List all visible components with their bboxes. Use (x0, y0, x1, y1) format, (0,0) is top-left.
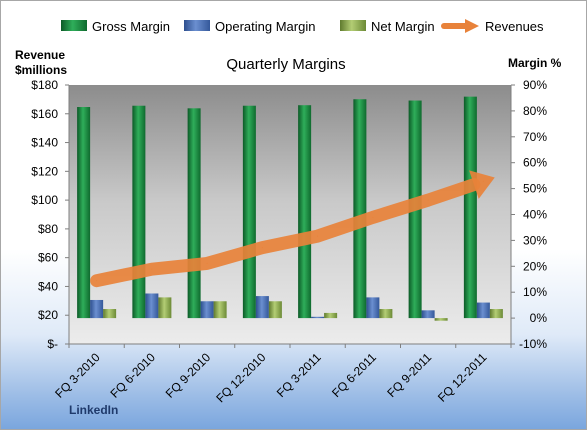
right-tick-label: 10% (523, 285, 547, 299)
revenues-point (96, 280, 98, 282)
revenues-point (206, 262, 208, 264)
bar-operating-margin (366, 297, 380, 319)
legend-swatch-net-margin (340, 20, 366, 31)
bar-gross-margin (77, 107, 91, 319)
bar-operating-margin (200, 301, 214, 319)
legend-item-net-margin: Net Margin (340, 19, 435, 34)
left-tick-label: $120 (31, 164, 58, 178)
revenues-point (151, 268, 153, 270)
left-axis-title-line2: $millions (15, 63, 67, 77)
right-tick-label: 70% (523, 130, 547, 144)
left-tick-label: $- (47, 337, 58, 351)
left-tick-label: $40 (38, 279, 58, 293)
revenues-point (427, 199, 429, 201)
bar-operating-margin (476, 302, 490, 319)
bar-net-margin (158, 297, 172, 319)
right-tick-label: 90% (523, 78, 547, 92)
x-category-label: FQ 6-2010 (108, 350, 159, 401)
x-category-label: FQ 3-2010 (52, 350, 103, 401)
left-tick-label: $20 (38, 308, 58, 322)
legend-item-revenues: Revenues (441, 19, 544, 34)
bar-net-margin (324, 312, 338, 319)
bar-net-margin (103, 309, 117, 319)
right-axis-title: Margin % (508, 56, 562, 70)
right-tick-label: 50% (523, 182, 547, 196)
revenues-point (261, 247, 263, 249)
x-category-label: FQ 12-2010 (213, 350, 268, 405)
legend-swatch-gross-margin (61, 20, 87, 31)
bar-net-margin (489, 309, 503, 319)
bar-gross-margin (298, 105, 312, 319)
x-category-label: FQ 9-2010 (163, 350, 214, 401)
bar-operating-margin (421, 310, 435, 319)
x-category-label: FQ 12-2011 (435, 350, 490, 405)
bar-operating-margin (255, 296, 269, 319)
bar-gross-margin (242, 105, 256, 319)
right-tick-label: 60% (523, 156, 547, 170)
bar-gross-margin (353, 99, 367, 319)
bar-gross-margin (132, 105, 146, 319)
left-tick-label: $160 (31, 107, 58, 121)
left-tick-label: $140 (31, 136, 58, 150)
revenues-line-layer (90, 170, 495, 288)
legend-label-gross-margin: Gross Margin (92, 19, 170, 34)
legend-label-revenues: Revenues (485, 19, 544, 34)
legend-item-operating-margin: Operating Margin (184, 19, 315, 34)
bar-net-margin (213, 301, 227, 319)
left-tick-label: $100 (31, 193, 58, 207)
bar-gross-margin (463, 96, 477, 319)
legend: Gross Margin Operating Margin Net Margin… (61, 19, 544, 34)
legend-label-operating-margin: Operating Margin (215, 19, 315, 34)
revenues-point (317, 235, 319, 237)
right-tick-label: 80% (523, 104, 547, 118)
watermark-brand: LinkedIn (69, 403, 118, 417)
bar-net-margin (434, 318, 448, 321)
x-category-label: FQ 6-2011 (329, 350, 379, 400)
left-tick-label: $80 (38, 222, 58, 236)
bar-operating-margin (90, 299, 104, 319)
right-tick-label: 0% (530, 311, 548, 325)
bar-net-margin (268, 301, 282, 319)
legend-label-net-margin: Net Margin (371, 19, 435, 34)
x-category-label: FQ 3-2011 (274, 350, 324, 400)
legend-swatch-operating-margin (184, 20, 210, 31)
revenues-point (372, 216, 374, 218)
right-tick-label: 20% (523, 259, 547, 273)
right-tick-label: 30% (523, 233, 547, 247)
bar-gross-margin (187, 108, 201, 319)
chart-title: Quarterly Margins (226, 56, 345, 73)
bar-operating-margin (145, 293, 159, 319)
revenues-point (482, 180, 484, 182)
legend-item-gross-margin: Gross Margin (61, 19, 170, 34)
bar-net-margin (379, 309, 393, 319)
right-tick-label: 40% (523, 208, 547, 222)
bar-operating-margin (311, 316, 325, 319)
left-tick-label: $180 (31, 78, 58, 92)
left-axis-title-line1: Revenue (15, 48, 65, 62)
x-category-label: FQ 9-2011 (384, 350, 434, 400)
revenues-line (90, 178, 481, 288)
right-tick-label: -10% (519, 337, 547, 351)
left-tick-label: $60 (38, 251, 58, 265)
revenues-arrowhead (469, 170, 495, 199)
legend-arrowhead-revenues (465, 19, 479, 33)
